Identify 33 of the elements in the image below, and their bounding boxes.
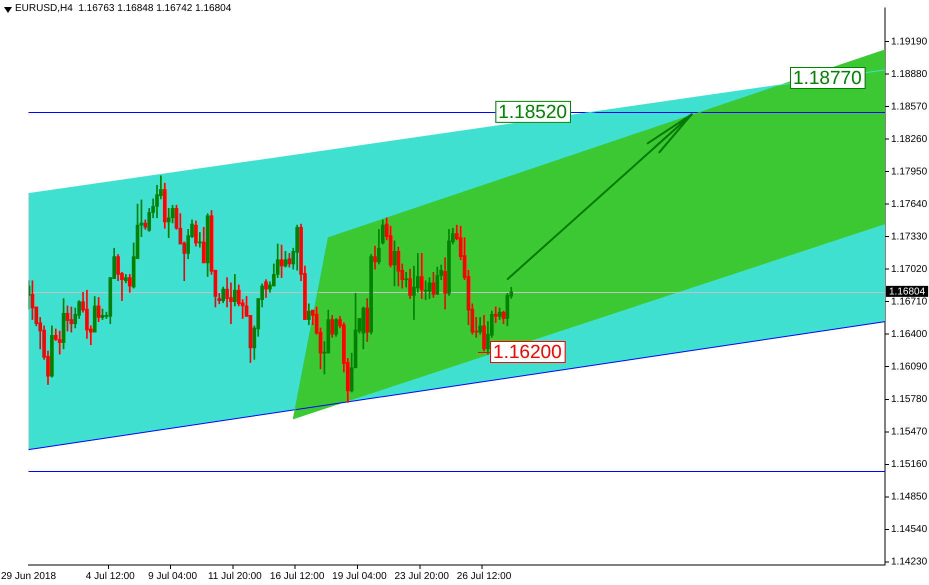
chart-title: EURUSD,H4 1.16763 1.16848 1.16742 1.16804 bbox=[15, 3, 232, 14]
candlestick bbox=[280, 244, 284, 278]
ref-line-label: 1.18520 bbox=[498, 102, 567, 124]
y-tick-label: 1.18570 bbox=[891, 101, 928, 112]
x-tick-label: 9 Jul 04:00 bbox=[148, 570, 198, 582]
ref-line-label: 1.16804 bbox=[889, 286, 926, 298]
y-tick-label: 1.16090 bbox=[891, 361, 928, 372]
x-tick-label: 19 Jul 04:00 bbox=[332, 570, 388, 582]
candlestick bbox=[373, 246, 377, 270]
candlestick bbox=[100, 308, 104, 320]
y-tick-label: 1.16400 bbox=[891, 328, 928, 340]
y-tick-label: 1.17330 bbox=[891, 231, 928, 242]
y-tick-label: 1.18260 bbox=[891, 134, 928, 145]
y-tick-label: 1.15780 bbox=[891, 394, 928, 406]
x-tick-label: 16 Jul 12:00 bbox=[270, 570, 325, 582]
y-tick-label: 1.14540 bbox=[891, 524, 928, 536]
y-tick-label: 1.19190 bbox=[891, 36, 928, 48]
annotation: 1.18770 bbox=[793, 68, 862, 90]
y-tick-label: 1.14230 bbox=[891, 556, 928, 568]
x-tick-label: 11 Jul 20:00 bbox=[208, 570, 262, 582]
y-tick-label: 1.17640 bbox=[891, 198, 928, 210]
y-tick-label: 1.16710 bbox=[891, 296, 928, 308]
y-tick-label: 1.18880 bbox=[891, 68, 928, 80]
x-tick-label: 23 Jul 20:00 bbox=[394, 570, 450, 582]
y-tick-label: 1.15470 bbox=[891, 426, 928, 438]
x-tick-label: 29 Jun 2018 bbox=[0, 570, 56, 582]
annotation: 1.16200 bbox=[493, 342, 562, 364]
y-tick-label: 1.17020 bbox=[891, 264, 928, 275]
x-tick-label: 26 Jul 12:00 bbox=[456, 570, 512, 582]
x-tick-label: 4 Jul 12:00 bbox=[86, 570, 136, 582]
y-tick-label: 1.17950 bbox=[891, 166, 928, 178]
y-tick-label: 1.14850 bbox=[891, 492, 928, 503]
y-tick-label: 1.15160 bbox=[891, 459, 928, 470]
